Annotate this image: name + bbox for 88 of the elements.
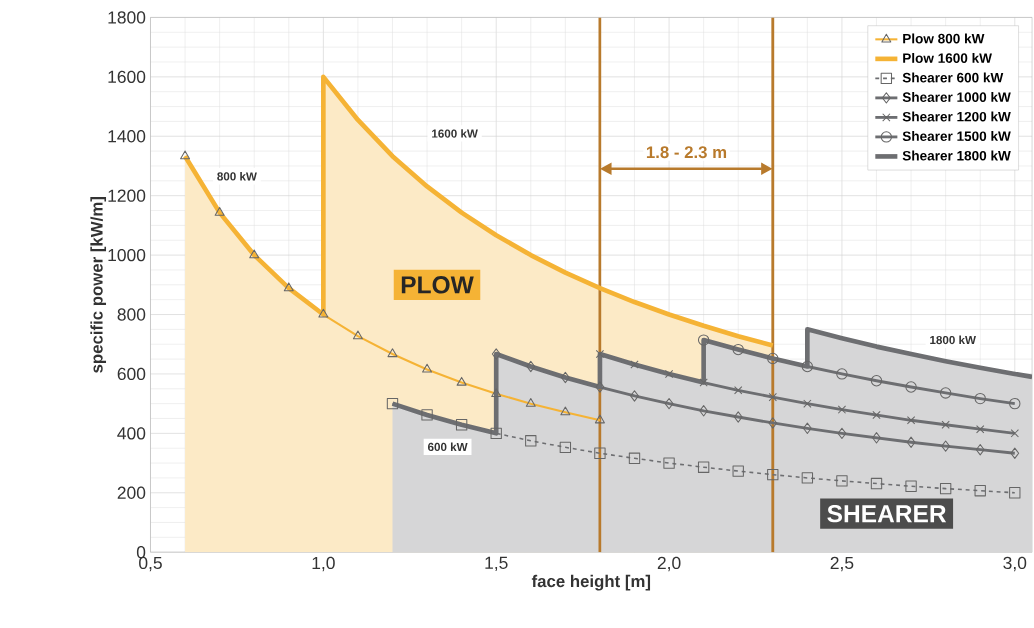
y-tick-label: 1800 bbox=[108, 11, 146, 24]
point bbox=[628, 452, 641, 465]
x-tick-label: 1,0 bbox=[312, 556, 335, 572]
point bbox=[595, 381, 605, 393]
point bbox=[732, 465, 744, 477]
point bbox=[941, 440, 951, 452]
point bbox=[697, 334, 710, 346]
point bbox=[975, 444, 985, 456]
legend-label: Plow 1600 kW bbox=[903, 53, 992, 64]
point bbox=[974, 393, 986, 405]
point bbox=[663, 457, 675, 469]
x-tick-label: 1,5 bbox=[485, 556, 508, 572]
annotation: 800 kW bbox=[217, 172, 257, 181]
point bbox=[803, 399, 812, 408]
y-tick-label: 1000 bbox=[108, 249, 146, 262]
point bbox=[801, 360, 814, 373]
point bbox=[594, 447, 606, 460]
y-tick-label: 800 bbox=[117, 308, 146, 321]
point bbox=[1010, 429, 1019, 438]
legend-label: Shearer 600 kW bbox=[902, 72, 1004, 83]
y-tick-label: 1600 bbox=[108, 70, 146, 84]
point bbox=[836, 368, 848, 380]
y-axis-title: specific power [kW/m] bbox=[90, 197, 107, 373]
point bbox=[837, 405, 847, 414]
point bbox=[526, 360, 536, 373]
point bbox=[421, 409, 433, 421]
point bbox=[699, 405, 709, 417]
point bbox=[974, 485, 986, 497]
point bbox=[872, 410, 881, 420]
y-tick-label: 600 bbox=[117, 367, 146, 381]
point bbox=[939, 387, 952, 399]
annotation: PLOW bbox=[401, 276, 474, 294]
point bbox=[1009, 398, 1021, 410]
legend-label: Shearer 1500 kW bbox=[902, 131, 1011, 142]
point bbox=[976, 425, 985, 434]
point bbox=[595, 349, 605, 359]
point bbox=[905, 381, 917, 393]
point bbox=[525, 435, 537, 447]
point bbox=[630, 360, 639, 369]
point bbox=[767, 469, 779, 481]
point bbox=[939, 483, 952, 495]
point bbox=[836, 475, 848, 487]
legend-label: Shearer 1200 kW bbox=[902, 111, 1011, 122]
point bbox=[870, 375, 883, 387]
annotation: 1800 kW bbox=[930, 335, 976, 345]
y-tick-label: 1400 bbox=[108, 130, 146, 143]
point bbox=[1010, 447, 1020, 460]
x-tick-label: 3,0 bbox=[1003, 556, 1027, 572]
x-tick-label: 2,0 bbox=[657, 556, 681, 572]
y-tick-label: 200 bbox=[117, 486, 146, 500]
point bbox=[559, 441, 572, 454]
legend-label: Shearer 1800 kW bbox=[902, 150, 1011, 161]
point bbox=[664, 398, 674, 410]
point bbox=[733, 411, 743, 423]
x-axis-title: face height [m] bbox=[531, 574, 651, 591]
point bbox=[697, 461, 710, 474]
annotation: 600 kW bbox=[427, 442, 468, 452]
point bbox=[767, 352, 779, 365]
point bbox=[560, 371, 570, 384]
point bbox=[872, 432, 881, 444]
point bbox=[1009, 487, 1021, 499]
point bbox=[941, 420, 950, 430]
annotation: 1.8 - 2.3 m bbox=[646, 146, 727, 159]
point bbox=[664, 369, 674, 379]
annotation: 1600 kW bbox=[432, 129, 478, 138]
point bbox=[732, 344, 744, 356]
point bbox=[768, 417, 778, 429]
point bbox=[699, 378, 708, 387]
annotation: SHEARER bbox=[827, 505, 947, 523]
point bbox=[455, 419, 468, 431]
y-tick-label: 1200 bbox=[108, 189, 146, 202]
point bbox=[801, 472, 814, 484]
point bbox=[837, 427, 847, 440]
point bbox=[906, 436, 916, 449]
point bbox=[802, 422, 812, 435]
x-tick-label: 2,5 bbox=[830, 556, 854, 572]
y-tick-label: 400 bbox=[117, 427, 146, 440]
point bbox=[768, 393, 777, 402]
point bbox=[386, 398, 399, 410]
point bbox=[734, 386, 743, 395]
point bbox=[906, 416, 916, 425]
point bbox=[490, 427, 502, 440]
point bbox=[491, 348, 501, 360]
point bbox=[905, 480, 917, 493]
legend-label: Plow 800 kW bbox=[903, 33, 985, 44]
point bbox=[870, 478, 883, 490]
point bbox=[630, 390, 639, 402]
legend-label: Shearer 1000 kW bbox=[902, 92, 1011, 103]
